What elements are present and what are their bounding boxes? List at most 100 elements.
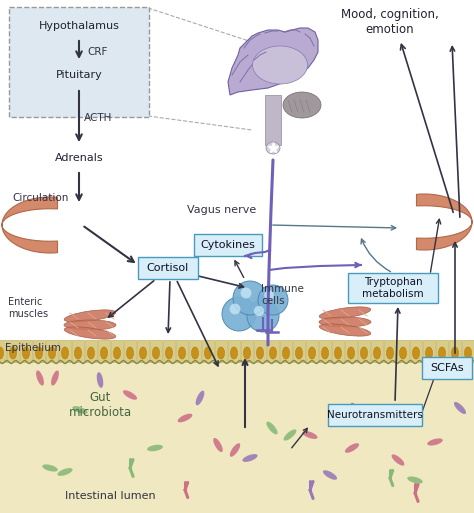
Ellipse shape — [427, 439, 443, 446]
Ellipse shape — [127, 347, 134, 359]
Ellipse shape — [309, 347, 316, 359]
Ellipse shape — [51, 370, 59, 386]
Ellipse shape — [165, 347, 173, 359]
Circle shape — [258, 285, 288, 315]
Ellipse shape — [22, 347, 29, 359]
Text: Circulation: Circulation — [12, 193, 68, 203]
Bar — [59, 340, 71, 362]
Ellipse shape — [87, 347, 95, 359]
Text: Epithelium: Epithelium — [5, 343, 61, 353]
Ellipse shape — [323, 470, 337, 480]
Bar — [215, 340, 227, 362]
Ellipse shape — [283, 429, 296, 441]
Bar — [358, 340, 370, 362]
FancyBboxPatch shape — [348, 273, 438, 303]
Ellipse shape — [178, 347, 186, 359]
Ellipse shape — [0, 347, 4, 359]
Circle shape — [229, 304, 240, 314]
Ellipse shape — [147, 445, 163, 451]
Circle shape — [247, 300, 279, 332]
Ellipse shape — [36, 347, 43, 359]
Bar — [280, 340, 292, 362]
Ellipse shape — [426, 347, 433, 359]
Text: Pituitary: Pituitary — [55, 70, 102, 80]
Bar — [462, 340, 474, 362]
FancyBboxPatch shape — [194, 234, 262, 256]
Text: Gut
microbiota: Gut microbiota — [68, 391, 132, 419]
Ellipse shape — [465, 347, 472, 359]
Ellipse shape — [283, 92, 321, 118]
Bar — [267, 340, 279, 362]
Bar — [137, 340, 149, 362]
Ellipse shape — [48, 347, 55, 359]
Ellipse shape — [347, 347, 355, 359]
Bar — [423, 340, 435, 362]
Text: Hypothalamus: Hypothalamus — [38, 21, 119, 31]
Ellipse shape — [451, 347, 458, 359]
Ellipse shape — [57, 468, 73, 476]
Ellipse shape — [360, 347, 367, 359]
Bar — [72, 340, 84, 362]
Ellipse shape — [100, 347, 108, 359]
Text: Cortisol: Cortisol — [147, 263, 189, 273]
Circle shape — [222, 297, 256, 331]
Ellipse shape — [9, 347, 17, 359]
Bar — [265, 95, 281, 145]
Ellipse shape — [230, 347, 237, 359]
Circle shape — [254, 306, 264, 316]
Bar — [98, 340, 110, 362]
Text: Neurotransmitters: Neurotransmitters — [327, 410, 423, 420]
Bar — [150, 340, 162, 362]
Ellipse shape — [36, 370, 44, 386]
Bar — [0, 362, 474, 513]
Ellipse shape — [73, 406, 88, 414]
Bar — [293, 340, 305, 362]
Text: SCFAs: SCFAs — [430, 363, 464, 373]
Bar — [371, 340, 383, 362]
Bar — [306, 340, 318, 362]
Text: Intestinal lumen: Intestinal lumen — [65, 491, 155, 501]
Text: Vagus nerve: Vagus nerve — [187, 205, 256, 215]
Ellipse shape — [64, 327, 116, 339]
Text: CRF: CRF — [87, 47, 108, 57]
Ellipse shape — [123, 390, 137, 400]
Circle shape — [241, 288, 251, 299]
Ellipse shape — [283, 347, 290, 359]
Ellipse shape — [412, 347, 419, 359]
Ellipse shape — [62, 347, 69, 359]
Polygon shape — [2, 197, 57, 253]
Ellipse shape — [302, 431, 318, 439]
Bar — [228, 340, 240, 362]
Circle shape — [233, 281, 267, 315]
Ellipse shape — [253, 46, 308, 84]
Ellipse shape — [319, 317, 371, 327]
Ellipse shape — [64, 320, 116, 330]
Ellipse shape — [178, 413, 192, 422]
Bar — [241, 340, 253, 362]
Ellipse shape — [64, 310, 116, 322]
Ellipse shape — [74, 347, 82, 359]
Bar — [163, 340, 175, 362]
Bar — [20, 340, 32, 362]
Text: Enteric
muscles: Enteric muscles — [8, 297, 48, 319]
Ellipse shape — [438, 347, 446, 359]
Ellipse shape — [244, 347, 251, 359]
Text: Tryptophan
metabolism: Tryptophan metabolism — [362, 277, 424, 299]
FancyBboxPatch shape — [9, 7, 149, 117]
Bar — [202, 340, 214, 362]
Bar — [397, 340, 409, 362]
Ellipse shape — [218, 347, 225, 359]
Bar — [384, 340, 396, 362]
Ellipse shape — [139, 347, 146, 359]
Text: Mood, cognition,
emotion: Mood, cognition, emotion — [341, 8, 439, 36]
Ellipse shape — [97, 372, 103, 388]
Ellipse shape — [351, 403, 359, 418]
Circle shape — [264, 290, 274, 300]
Bar — [0, 340, 6, 362]
Text: Cytokines: Cytokines — [201, 240, 255, 250]
Polygon shape — [228, 28, 318, 95]
Bar — [345, 340, 357, 362]
Ellipse shape — [230, 443, 240, 457]
FancyBboxPatch shape — [138, 257, 198, 279]
Ellipse shape — [392, 455, 404, 466]
